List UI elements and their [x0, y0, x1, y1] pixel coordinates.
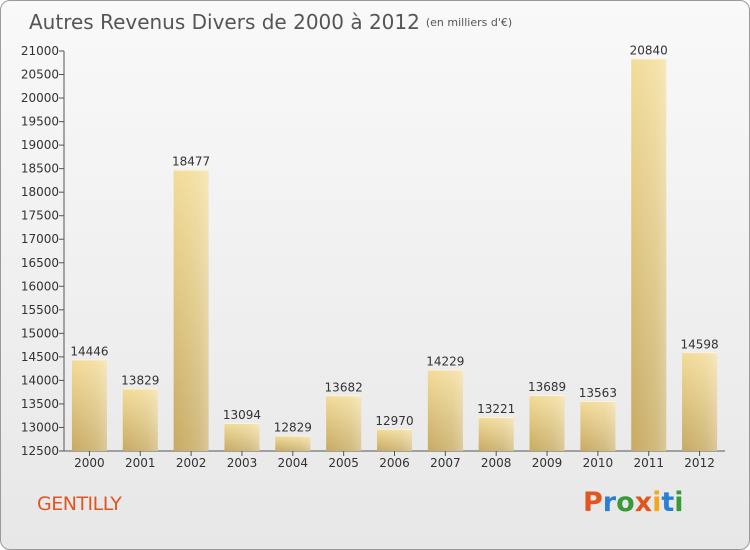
x-tick-label-2002: 2002 [176, 456, 207, 470]
bar-shine-2012 [682, 352, 718, 451]
y-tick-label: 19500 [21, 115, 59, 129]
y-tick-label: 13000 [21, 420, 59, 434]
y-tick-label: 21000 [21, 44, 59, 58]
value-label-2000: 14446 [70, 344, 108, 358]
bar-shine-2007 [427, 369, 463, 451]
bar-shine-2002 [173, 169, 209, 451]
bar-shine-2011 [631, 58, 667, 451]
bar-shine-2001 [122, 388, 158, 451]
chart-title: Autres Revenus Divers de 2000 à 2012 (en … [29, 7, 512, 38]
bar-shine-2003 [224, 423, 260, 451]
value-label-2003: 13094 [223, 408, 261, 422]
logo-letter: i [652, 487, 662, 518]
y-tick-label: 15500 [21, 303, 59, 317]
y-tick-label: 18000 [21, 185, 59, 199]
value-label-2008: 13221 [477, 402, 515, 416]
x-tick-label-2007: 2007 [430, 456, 461, 470]
bars [71, 58, 718, 451]
bar-shine-2010 [580, 400, 616, 451]
y-tick-label: 16000 [21, 279, 59, 293]
bar-shine-2005 [326, 395, 362, 451]
proxiti-logo[interactable]: Proxiti [583, 487, 684, 518]
logo-letter: i [674, 487, 684, 518]
chart-subtitle: (en milliers d'€) [425, 16, 513, 29]
value-label-2010: 13563 [579, 386, 617, 400]
value-label-2009: 13689 [528, 380, 566, 394]
x-tick-label-2010: 2010 [583, 456, 614, 470]
x-tick-label-2000: 2000 [74, 456, 105, 470]
x-tick-label-2005: 2005 [328, 456, 359, 470]
value-label-2006: 12970 [375, 414, 413, 428]
y-tick-label: 19000 [21, 138, 59, 152]
value-label-2001: 13829 [121, 373, 159, 387]
x-tick-label-2009: 2009 [532, 456, 563, 470]
y-tick-label: 16500 [21, 256, 59, 270]
bar-shine-2004 [275, 435, 311, 451]
value-label-2005: 13682 [325, 380, 363, 394]
logo-letter: x [634, 487, 653, 518]
y-tick-label: 14000 [21, 373, 59, 387]
x-tick-label-2011: 2011 [633, 456, 664, 470]
value-label-2007: 14229 [426, 355, 464, 369]
y-tick-label: 17500 [21, 209, 59, 223]
value-labels: 14446 13829 18477 13094 12829 13682 12970 14229… [70, 44, 718, 435]
bar-shine-2009 [529, 395, 565, 451]
x-tick-label-2001: 2001 [125, 456, 156, 470]
value-label-2002: 18477 [172, 155, 210, 169]
commune-name: GENTILLY [37, 493, 122, 515]
y-tick-label: 17000 [21, 232, 59, 246]
y-tick-label: 15000 [21, 326, 59, 340]
x-tick-label-2003: 2003 [227, 456, 258, 470]
y-tick-label: 14500 [21, 350, 59, 364]
logo-letter: r [602, 487, 617, 518]
bar-shine-2006 [377, 428, 412, 451]
value-label-2004: 12829 [274, 421, 312, 435]
value-label-2012: 14598 [680, 337, 718, 351]
y-tick-label: 13500 [21, 397, 59, 411]
y-tick-label: 18500 [21, 162, 59, 176]
x-tick-label-2012: 2012 [684, 456, 715, 470]
logo-letter: t [661, 487, 675, 518]
logo-letter: P [583, 487, 603, 518]
x-tick-label-2008: 2008 [481, 456, 512, 470]
y-tick-label: 20000 [21, 91, 59, 105]
y-tick-label: 12500 [21, 444, 59, 458]
logo-letter: o [616, 487, 635, 518]
value-label-2011: 20840 [630, 44, 668, 58]
axes: 12500 13000 13500 14000 14500 15000 15500 16000… [21, 44, 725, 470]
x-tick-label-2006: 2006 [379, 456, 410, 470]
bar-shine-2008 [478, 417, 514, 451]
bar-shine-2000 [71, 359, 107, 451]
chart-title-text: Autres Revenus Divers de 2000 à 2012 [29, 10, 420, 34]
x-tick-label-2004: 2004 [278, 456, 309, 470]
y-tick-label: 20500 [21, 68, 59, 82]
